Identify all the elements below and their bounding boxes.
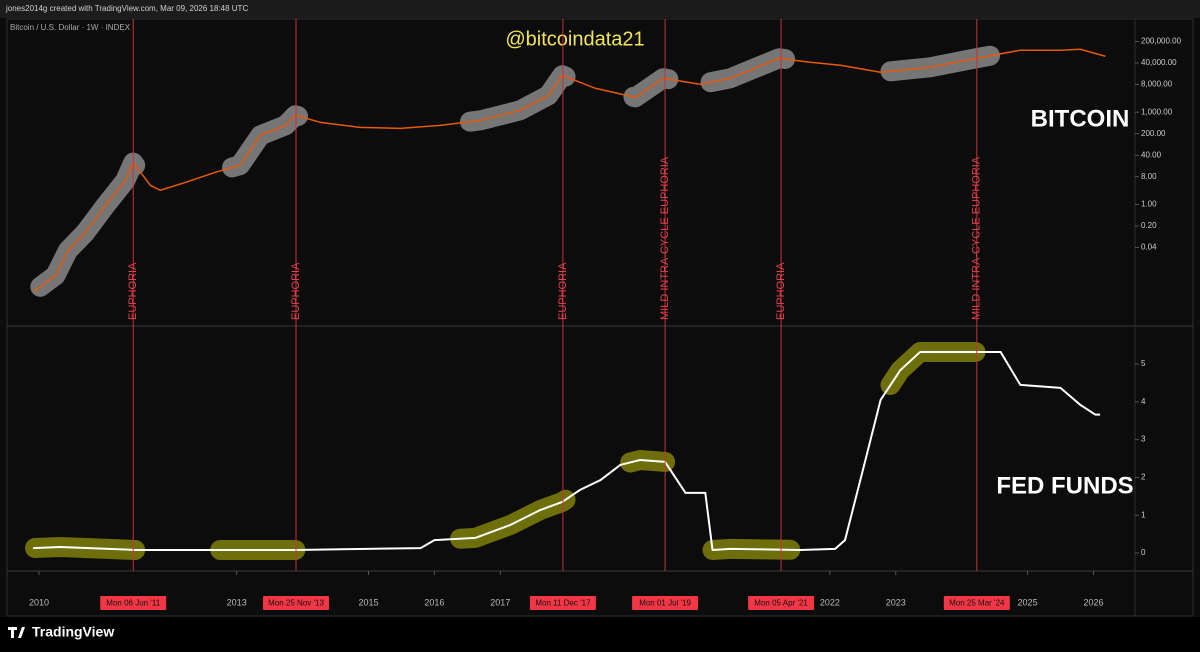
symbol-title: Bitcoin / U.S. Dollar · 1W · INDEX: [10, 23, 131, 32]
logo-mark: [8, 627, 25, 638]
y-tick-label: 40,000.00: [1141, 58, 1177, 67]
footer-bar: [0, 617, 1200, 652]
y-tick-label: 8.00: [1141, 172, 1157, 181]
date-label: Mon 25 Mar '24: [949, 599, 1005, 608]
event-label: EUPHORIA: [775, 262, 787, 320]
date-label-box: [748, 596, 815, 610]
x-tick-label: 2025: [1018, 597, 1038, 607]
y-tick-label: 8,000.00: [1141, 80, 1173, 89]
y-tick-label: 1,000.00: [1141, 107, 1173, 116]
event-label: MILD INTRA-CYCLE EUPHORIA: [659, 156, 671, 320]
watermark: @bitcoindata21: [505, 28, 644, 50]
y-tick-label: 1.00: [1141, 200, 1157, 209]
date-label: Mon 01 Jul '19: [639, 599, 691, 608]
event-label: EUPHORIA: [127, 262, 139, 320]
y-tick-label: 5: [1141, 359, 1146, 368]
date-label: Mon 06 Jun '11: [106, 599, 160, 608]
date-label-box: [263, 596, 330, 610]
x-tick-label: 2015: [358, 597, 378, 607]
event-label: EUPHORIA: [290, 262, 302, 320]
logo: [8, 627, 25, 638]
date-label: Mon 25 Nov '13: [268, 599, 324, 608]
y-tick-label: 1: [1141, 510, 1146, 519]
pane-label: FED FUNDS: [996, 472, 1133, 499]
y-tick-label: 0.04: [1141, 243, 1157, 252]
date-label: Mon 05 Apr '21: [754, 599, 808, 608]
y-tick-label: 0: [1141, 548, 1146, 557]
y-tick-label: 0.20: [1141, 221, 1157, 230]
event-label: EUPHORIA: [557, 262, 569, 320]
date-label-box: [632, 596, 699, 610]
header-text: jones2014g created with TradingView.com,…: [5, 4, 248, 13]
y-tick-label: 200,000.00: [1141, 37, 1182, 46]
x-tick-label: 2013: [227, 597, 247, 607]
y-tick-label: 40.00: [1141, 150, 1162, 159]
header-bar: [0, 0, 1200, 18]
event-label: MILD INTRA-CYCLE EUPHORIA: [971, 156, 983, 320]
x-tick-label: 2016: [424, 597, 444, 607]
frame: [6, 18, 1194, 617]
date-label-box: [100, 596, 167, 610]
x-tick-label: 2010: [29, 597, 49, 607]
y-tick-label: 2: [1141, 473, 1146, 482]
x-tick-label: 2017: [490, 597, 510, 607]
date-label-box: [943, 596, 1010, 610]
footer-text: TradingView: [32, 624, 114, 640]
series-line: [32, 48, 1106, 293]
date-label-box: [529, 596, 596, 610]
x-tick-label: 2022: [820, 597, 840, 607]
x-tick-label: 2026: [1083, 597, 1103, 607]
x-tick-label: 2023: [886, 597, 906, 607]
pane-label: BITCOIN: [1031, 105, 1130, 132]
y-tick-label: 3: [1141, 435, 1146, 444]
date-label: Mon 11 Dec '17: [535, 599, 591, 608]
y-tick-label: 200.00: [1141, 129, 1166, 138]
series-line: [33, 350, 1101, 551]
y-tick-label: 4: [1141, 397, 1146, 406]
